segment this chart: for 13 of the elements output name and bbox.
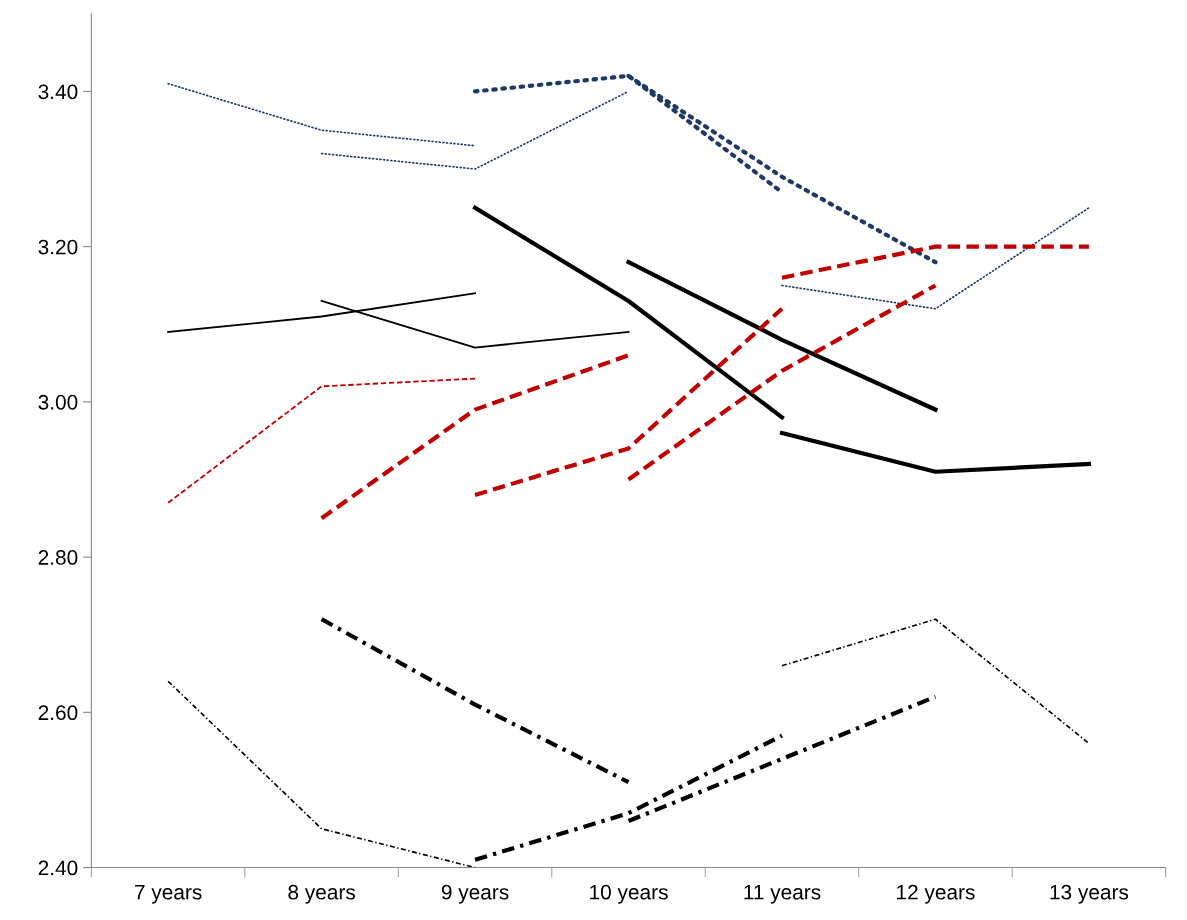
x-tick-label: 10 years <box>590 884 668 904</box>
y-tick-label: 3.20 <box>38 239 78 255</box>
x-tick-label: 8 years <box>288 884 355 904</box>
y-tick-label: 2.60 <box>38 705 78 721</box>
x-tick-label: 11 years <box>744 884 821 904</box>
y-tick-label: 3.00 <box>38 394 78 410</box>
x-tick-label: 9 years <box>441 884 509 904</box>
y-tick-label: 2.40 <box>38 860 78 876</box>
x-tick-label: 12 years <box>897 884 975 904</box>
x-tick-label: 7 years <box>135 884 202 904</box>
y-tick-label: 3.40 <box>38 84 78 100</box>
x-tick-label: 13 years <box>1050 884 1129 904</box>
y-tick-label: 2.80 <box>38 550 78 565</box>
